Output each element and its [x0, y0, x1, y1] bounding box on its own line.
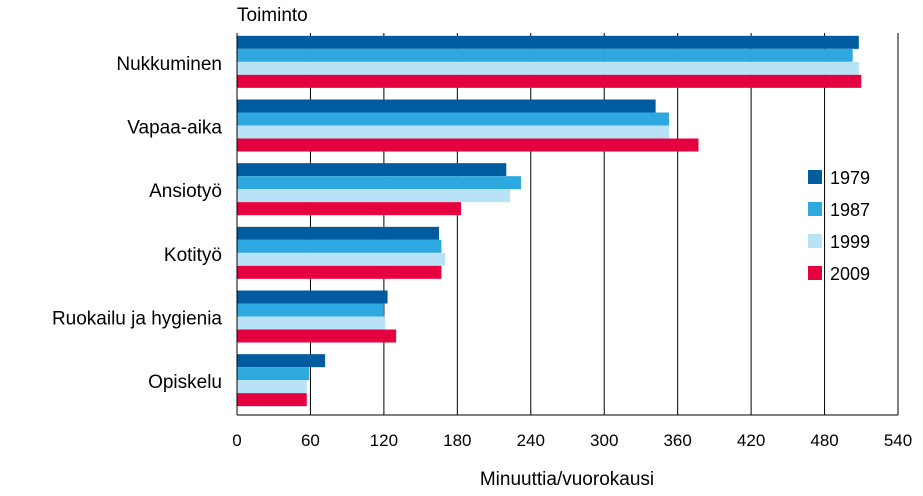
bar: [237, 61, 859, 75]
legend-swatch: [808, 202, 822, 216]
bar: [237, 303, 384, 317]
category-labels: Nukkuminen Vapaa-aika Ansiotyö Kotityö Ruoka…: [52, 54, 222, 393]
x-axis-title: Minuuttia/vuorokausi: [480, 469, 654, 490]
bar: [237, 290, 388, 304]
legend-label: 1999: [830, 232, 870, 252]
x-tick-label: 240: [517, 431, 545, 450]
legend-swatch: [808, 234, 822, 248]
legend-label: 2009: [830, 264, 870, 284]
bar: [237, 189, 510, 203]
bar: [237, 48, 853, 62]
legend-swatch: [808, 266, 822, 280]
bar: [237, 163, 507, 177]
category-label: Vapaa-aika: [127, 118, 222, 139]
bar: [237, 329, 397, 343]
x-tick-labels: 0 60 120 180 240 300 360 420 480 540: [232, 431, 912, 450]
legend: 1979 1987 1999 2009: [808, 168, 870, 284]
category-label: Opiskelu: [148, 372, 222, 393]
bar: [237, 138, 699, 152]
grid-lines: [309, 33, 899, 415]
bar: [237, 367, 310, 381]
bar: [237, 239, 442, 253]
bar: [237, 176, 521, 190]
x-tick-label: 360: [663, 431, 691, 450]
bar: [237, 393, 307, 407]
bar: [237, 74, 862, 88]
x-tick-label: 60: [301, 431, 320, 450]
bar: [237, 125, 670, 139]
category-label: Nukkuminen: [116, 54, 222, 75]
bar: [237, 99, 656, 113]
bars: [237, 35, 862, 407]
bar: [237, 202, 462, 216]
bar: [237, 112, 670, 126]
x-tick-label: 480: [810, 431, 838, 450]
legend-label: 1979: [830, 168, 870, 188]
category-label: Ansiotyö: [149, 181, 222, 202]
x-tick-label: 180: [443, 431, 471, 450]
x-tick-label: 120: [370, 431, 398, 450]
bar: [237, 226, 439, 240]
x-tick-label: 540: [884, 431, 912, 450]
x-tick-label: 300: [590, 431, 618, 450]
category-label: Ruokailu ja hygienia: [52, 309, 222, 330]
legend-swatch: [808, 170, 822, 184]
bar: [237, 316, 386, 330]
bar: [237, 265, 442, 279]
bar: [237, 35, 859, 49]
x-tick-label: 0: [232, 431, 241, 450]
bar: [237, 252, 446, 266]
bar: [237, 354, 326, 368]
bar: [237, 380, 307, 394]
chart-title: Toiminto: [237, 5, 308, 26]
category-label: Kotityö: [164, 245, 222, 266]
x-tick-label: 420: [737, 431, 765, 450]
legend-label: 1987: [830, 200, 870, 220]
